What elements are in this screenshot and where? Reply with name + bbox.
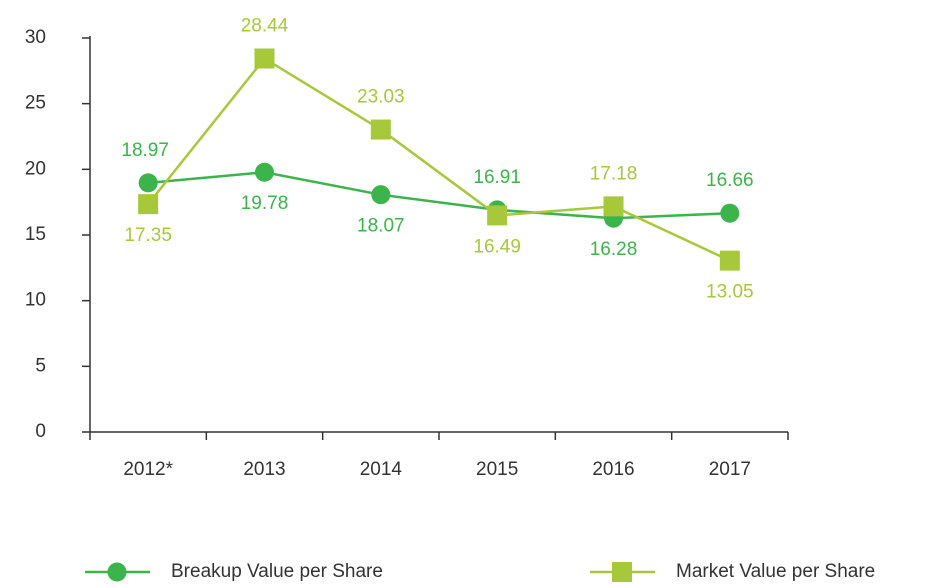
data-label: 23.03 xyxy=(357,87,405,108)
y-tick-label: 30 xyxy=(25,27,46,48)
x-tick-label: 2017 xyxy=(709,459,751,480)
data-point xyxy=(255,162,274,182)
y-tick-label: 15 xyxy=(25,224,46,245)
data-label: 13.05 xyxy=(706,282,754,303)
legend-marker xyxy=(612,562,632,582)
y-tick-label: 5 xyxy=(35,355,46,376)
series-line xyxy=(147,56,731,262)
y-tick-label: 25 xyxy=(25,93,46,114)
series-line xyxy=(148,170,730,220)
legend-label: Breakup Value per Share xyxy=(171,561,383,582)
data-point xyxy=(138,173,158,193)
data-label: 19.78 xyxy=(241,193,289,214)
data-label: 16.66 xyxy=(706,170,754,191)
y-tick-label: 20 xyxy=(25,158,46,179)
data-label: 16.28 xyxy=(590,239,638,260)
x-tick-label: 2014 xyxy=(360,459,403,480)
data-label: 28.44 xyxy=(241,16,289,37)
data-label: 16.49 xyxy=(473,236,521,257)
data-label: 16.91 xyxy=(473,167,521,188)
data-point xyxy=(254,48,275,69)
data-point xyxy=(720,203,740,223)
data-point xyxy=(371,185,391,205)
data-label: 17.18 xyxy=(590,163,638,184)
legend-marker xyxy=(107,562,127,582)
data-label: 18.97 xyxy=(121,140,169,161)
y-tick-label: 0 xyxy=(35,421,46,442)
data-point xyxy=(487,205,508,226)
x-tick-label: 2016 xyxy=(592,459,634,480)
y-tick-label: 10 xyxy=(25,290,46,311)
legend-label: Market Value per Share xyxy=(676,561,875,582)
x-tick-label: 2012* xyxy=(123,459,173,480)
data-point xyxy=(138,194,159,215)
x-tick-label: 2013 xyxy=(243,459,285,480)
data-label: 18.07 xyxy=(357,216,405,237)
x-tick-label: 2015 xyxy=(476,459,518,480)
data-point xyxy=(603,196,624,217)
data-label: 17.35 xyxy=(124,225,172,246)
data-point xyxy=(719,250,740,271)
data-point xyxy=(370,119,391,140)
